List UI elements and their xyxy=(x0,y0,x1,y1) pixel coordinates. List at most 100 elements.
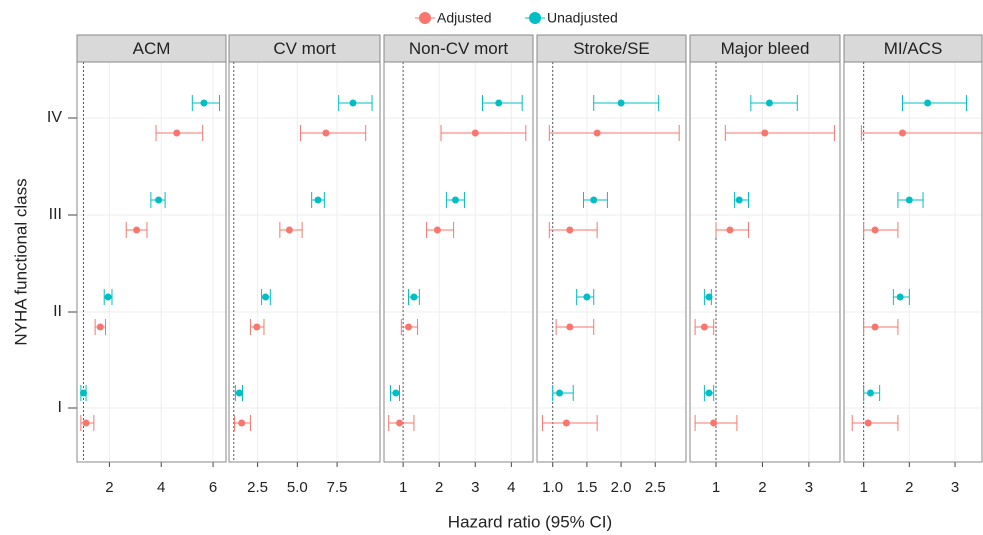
x-tick-label: 7.5 xyxy=(327,479,348,496)
point xyxy=(392,389,400,397)
point xyxy=(133,226,141,234)
x-tick-label: 1 xyxy=(712,479,720,496)
y-axis-label: NYHA functional class xyxy=(11,178,30,345)
panel-background xyxy=(690,62,840,462)
point xyxy=(322,129,330,137)
x-tick-label: 2 xyxy=(758,479,766,496)
x-tick-label: 2.0 xyxy=(611,479,632,496)
point xyxy=(765,99,773,107)
strip-title: ACM xyxy=(133,39,171,58)
point xyxy=(405,323,413,331)
point xyxy=(896,293,904,301)
x-tick-label: 2.5 xyxy=(247,479,268,496)
point xyxy=(871,323,879,331)
point xyxy=(726,226,734,234)
x-tick-label: 2 xyxy=(105,479,113,496)
point xyxy=(593,129,601,137)
point xyxy=(590,196,598,204)
panel-border xyxy=(689,61,841,463)
point xyxy=(155,196,163,204)
x-tick-label: 1.5 xyxy=(576,479,597,496)
point xyxy=(495,99,503,107)
point xyxy=(905,196,913,204)
strip-title: Non-CV mort xyxy=(409,39,508,58)
point xyxy=(700,323,708,331)
panel-background xyxy=(537,62,686,462)
legend-label: Adjusted xyxy=(437,10,491,26)
strip xyxy=(228,34,381,63)
strip-title: Major bleed xyxy=(721,39,810,58)
strip xyxy=(536,34,687,63)
point xyxy=(556,389,564,397)
panel xyxy=(844,62,982,462)
point xyxy=(410,293,418,301)
x-tick-label: 2 xyxy=(435,479,443,496)
x-tick-label: 3 xyxy=(951,479,959,496)
point xyxy=(710,419,718,427)
strip xyxy=(689,34,841,63)
panel-border xyxy=(76,61,227,463)
point xyxy=(705,389,713,397)
panel-border xyxy=(228,61,381,463)
y-tick-label: II xyxy=(53,303,62,320)
legend-label: Unadjusted xyxy=(547,10,618,26)
point xyxy=(705,293,713,301)
point xyxy=(285,226,293,234)
x-tick-label: 1 xyxy=(859,479,867,496)
y-tick-label: I xyxy=(58,399,62,416)
x-tick-label: 5.0 xyxy=(287,479,308,496)
x-tick-label: 1 xyxy=(399,479,407,496)
panel xyxy=(384,62,533,462)
panel xyxy=(77,62,226,462)
panel-background xyxy=(77,62,226,462)
y-tick-label: III xyxy=(49,206,62,223)
point xyxy=(583,293,591,301)
x-tick-label: 4 xyxy=(157,479,165,496)
panel xyxy=(537,62,686,462)
x-tick-label: 6 xyxy=(209,479,217,496)
x-tick-label: 3 xyxy=(471,479,479,496)
point xyxy=(471,129,479,137)
point xyxy=(200,99,208,107)
point xyxy=(617,99,625,107)
point xyxy=(262,293,270,301)
point xyxy=(924,99,932,107)
point xyxy=(864,419,872,427)
x-tick-label: 1.0 xyxy=(542,479,563,496)
point xyxy=(349,99,357,107)
x-tick-label: 2.5 xyxy=(645,479,666,496)
x-tick-label: 4 xyxy=(507,479,515,496)
point xyxy=(173,129,181,137)
strip-title: MI/ACS xyxy=(884,39,943,58)
x-axis-label: Hazard ratio (95% CI) xyxy=(448,512,612,531)
strip-title: Stroke/SE xyxy=(573,39,650,58)
panel-background xyxy=(384,62,533,462)
point xyxy=(96,323,104,331)
point xyxy=(253,323,261,331)
panel-background xyxy=(844,62,982,462)
strip xyxy=(383,34,534,63)
point xyxy=(82,419,90,427)
x-tick-label: 2 xyxy=(905,479,913,496)
point xyxy=(871,226,879,234)
y-tick-label: IV xyxy=(47,109,62,126)
panel xyxy=(690,62,840,462)
point xyxy=(566,323,574,331)
point xyxy=(238,419,246,427)
panel xyxy=(229,62,380,462)
point xyxy=(104,293,112,301)
panel-border xyxy=(383,61,534,463)
point xyxy=(79,389,87,397)
point xyxy=(433,226,441,234)
point xyxy=(235,389,243,397)
point xyxy=(314,196,322,204)
strip-title: CV mort xyxy=(273,39,336,58)
point xyxy=(451,196,459,204)
point xyxy=(396,419,404,427)
panel-background xyxy=(229,62,380,462)
x-tick-label: 3 xyxy=(805,479,813,496)
panel-border xyxy=(843,61,983,463)
point xyxy=(867,389,875,397)
